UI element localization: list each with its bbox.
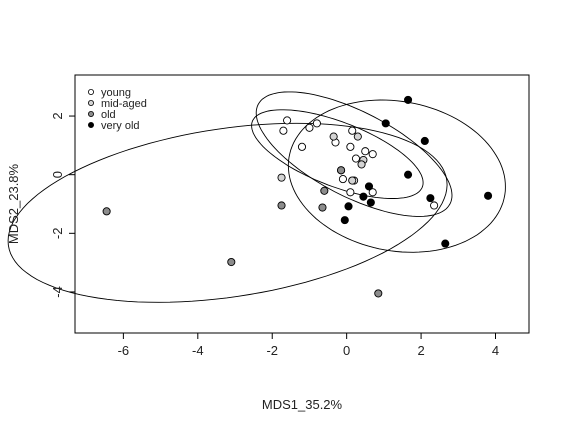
y-tick-label: -4 [50, 286, 65, 298]
legend-marker-young [88, 89, 95, 96]
point-very-old [441, 239, 450, 248]
point-young [297, 142, 307, 151]
ellipse-old [7, 122, 448, 303]
point-young [430, 201, 439, 210]
data-points [102, 95, 493, 298]
legend-marker-very-old [88, 122, 95, 129]
point-young [351, 154, 361, 163]
y-axis-title: MDS2_23.8% [6, 163, 21, 244]
y-axis: -4 -2 0 2 [50, 112, 76, 298]
ellipse-very-old [287, 99, 506, 253]
point-young [279, 126, 288, 135]
point-young [283, 116, 292, 125]
x-tick-label: -6 [118, 343, 130, 358]
point-very-old [366, 198, 375, 207]
point-young [361, 147, 370, 156]
x-tick-label: 0 [343, 343, 350, 358]
y-tick-label: -2 [50, 228, 65, 240]
ellipse-mid-aged [255, 91, 453, 217]
point-old [374, 289, 383, 298]
point-young [312, 119, 321, 128]
point-very-old [484, 191, 493, 200]
x-tick-label: 2 [417, 343, 424, 358]
point-old [227, 257, 236, 267]
point-mid-aged [348, 176, 357, 185]
point-old [277, 201, 286, 210]
point-very-old [404, 170, 413, 179]
point-old [102, 207, 111, 216]
point-very-old [359, 192, 368, 201]
legend-label-very-old: very old [101, 120, 140, 132]
point-mid-aged [357, 160, 366, 169]
point-very-old [344, 202, 353, 211]
y-tick-label: 2 [50, 112, 65, 119]
point-mid-aged [277, 173, 286, 182]
legend-marker-mid-aged [88, 100, 95, 107]
point-young [346, 142, 355, 151]
ellipse-young [251, 109, 424, 199]
legend-label-mid-aged: mid-aged [101, 98, 147, 110]
point-mid-aged [329, 132, 338, 141]
x-axis: -6 -4 -2 0 2 4 [118, 332, 499, 358]
x-tick-label: 4 [492, 343, 499, 358]
point-young [305, 123, 314, 132]
point-young [338, 175, 347, 184]
point-old [318, 203, 327, 212]
point-very-old [404, 95, 413, 104]
x-axis-title: MDS1_35.2% [262, 397, 343, 412]
point-very-old [426, 194, 435, 203]
point-young [346, 188, 355, 197]
point-mid-aged [353, 132, 362, 141]
point-old [320, 186, 329, 195]
x-tick-label: -2 [266, 343, 278, 358]
point-very-old [364, 182, 374, 191]
legend-label-old: old [101, 109, 116, 121]
point-very-old [381, 119, 390, 128]
x-tick-label: -4 [192, 343, 204, 358]
point-young [368, 150, 377, 159]
point-young [348, 126, 357, 135]
point-old [337, 166, 346, 175]
point-young [368, 188, 377, 197]
point-very-old [420, 136, 429, 146]
y-tick-label: 0 [50, 171, 65, 178]
legend-label-young: young [101, 87, 131, 99]
point-very-old [340, 216, 349, 225]
legend-marker-old [88, 111, 95, 118]
